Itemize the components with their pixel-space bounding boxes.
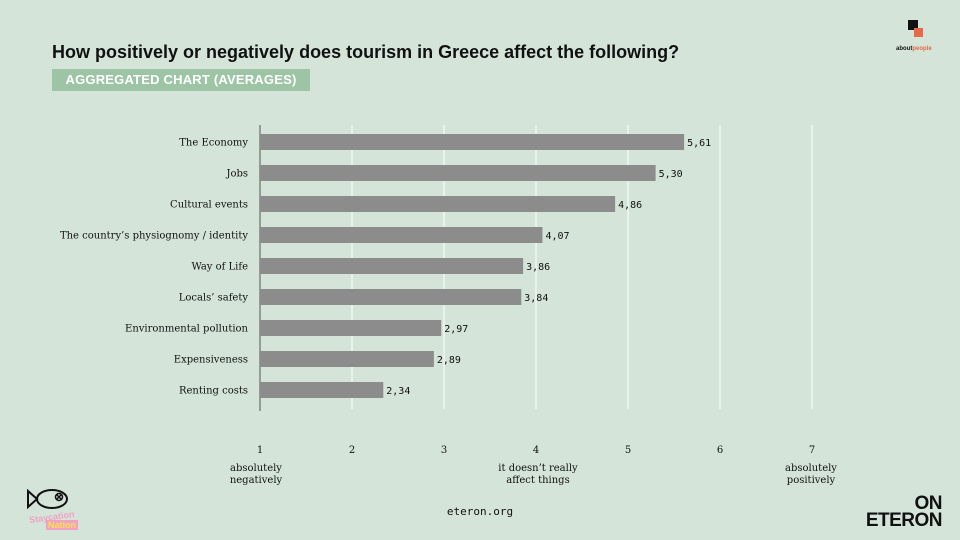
staycation-nation-logo: Staycation Nation xyxy=(26,486,86,532)
category-label: Jobs xyxy=(225,169,248,180)
scale-anchor-left-line1: absolutely xyxy=(230,463,282,474)
fish-icon xyxy=(27,488,68,510)
chart-subtitle: AGGREGATED CHART (AVERAGES) xyxy=(52,69,310,91)
category-label: Renting costs xyxy=(179,386,248,397)
x-tick-label: 4 xyxy=(533,445,539,456)
nation-text: Nation xyxy=(46,520,78,530)
category-label: The country’s physiognomy / identity xyxy=(60,231,248,242)
chart-title: How positively or negatively does touris… xyxy=(52,42,680,62)
x-tick-label: 3 xyxy=(441,445,447,456)
value-label: 2,97 xyxy=(444,324,468,335)
scale-anchor-middle: it doesn’t really affect things xyxy=(478,463,598,487)
bar xyxy=(260,258,524,274)
value-label: 5,30 xyxy=(659,169,683,180)
scale-anchor-left: absolutely negatively xyxy=(215,463,297,487)
category-label: Locals’ safety xyxy=(179,293,249,304)
value-label: 4,07 xyxy=(545,231,569,242)
category-label: Cultural events xyxy=(170,200,248,211)
value-label: 2,89 xyxy=(437,355,461,366)
aboutpeople-wordmark: aboutpeople xyxy=(896,46,942,52)
scale-anchor-left-line2: negatively xyxy=(229,475,283,486)
logo-accent-square-icon xyxy=(914,28,923,37)
footer-url: eteron.org xyxy=(446,505,514,518)
value-label: 3,84 xyxy=(524,293,548,304)
aboutpeople-wordmark-about: about xyxy=(896,46,913,52)
x-tick-label: 5 xyxy=(625,445,631,456)
bar xyxy=(260,351,434,367)
x-tick-label: 1 xyxy=(257,445,263,456)
bar xyxy=(260,382,384,398)
scale-anchor-right: absolutely positively xyxy=(770,463,852,487)
category-label: The Economy xyxy=(179,138,248,149)
bar xyxy=(260,289,522,305)
scale-anchor-middle-line2: affect things xyxy=(506,475,570,486)
aboutpeople-wordmark-people: people xyxy=(912,46,932,52)
bar xyxy=(260,134,685,150)
bar xyxy=(260,165,656,181)
value-label: 5,61 xyxy=(687,138,711,149)
category-label: Expensiveness xyxy=(174,355,248,366)
x-tick-label: 6 xyxy=(717,445,723,456)
logo-square-icon xyxy=(908,20,918,30)
value-label: 3,86 xyxy=(526,262,550,273)
scale-anchor-middle-line1: it doesn’t really xyxy=(498,463,578,474)
value-label: 4,86 xyxy=(618,200,642,211)
on-eteron-logo: ON ETERON xyxy=(865,493,943,531)
on-eteron-logo-line1: ON xyxy=(914,493,943,514)
aboutpeople-logo: aboutpeople xyxy=(896,20,942,56)
bar xyxy=(260,320,442,336)
x-tick-label: 2 xyxy=(349,445,355,456)
category-label: Environmental pollution xyxy=(125,324,249,335)
x-tick-label: 7 xyxy=(809,445,815,456)
bar xyxy=(260,227,543,243)
scale-anchor-right-line2: positively xyxy=(786,475,836,486)
scale-anchor-right-line1: absolutely xyxy=(785,463,837,474)
value-label: 2,34 xyxy=(386,386,410,397)
on-eteron-logo-line2: ETERON xyxy=(865,510,943,531)
category-label: Way of Life xyxy=(191,262,248,273)
bar xyxy=(260,196,616,212)
